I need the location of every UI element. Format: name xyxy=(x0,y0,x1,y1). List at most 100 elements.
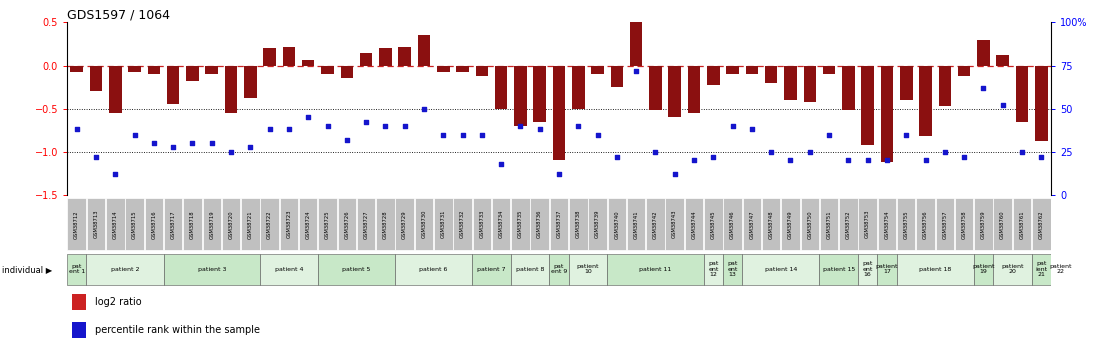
Bar xyxy=(784,66,797,100)
Bar xyxy=(1051,254,1070,285)
Text: GSM38725: GSM38725 xyxy=(325,210,330,238)
Text: GSM38726: GSM38726 xyxy=(344,210,349,238)
Point xyxy=(608,154,626,160)
Point xyxy=(106,171,124,177)
Text: GSM38742: GSM38742 xyxy=(653,210,659,238)
Text: patient 5: patient 5 xyxy=(342,267,371,272)
Point xyxy=(800,149,818,155)
Bar xyxy=(472,254,511,285)
Bar xyxy=(742,254,819,285)
Text: GSM38755: GSM38755 xyxy=(903,210,909,238)
Text: GSM38729: GSM38729 xyxy=(402,210,407,238)
Point xyxy=(454,132,472,137)
Bar xyxy=(669,66,681,117)
Text: GSM38730: GSM38730 xyxy=(421,210,426,238)
Text: log2 ratio: log2 ratio xyxy=(95,297,141,307)
Text: patient
17: patient 17 xyxy=(875,264,898,274)
Bar xyxy=(110,66,122,113)
Text: GSM38713: GSM38713 xyxy=(94,210,98,238)
Bar xyxy=(473,198,491,250)
Text: pat
ent 1: pat ent 1 xyxy=(68,264,85,274)
Bar xyxy=(742,198,761,250)
Bar xyxy=(129,66,141,72)
Text: GSM38749: GSM38749 xyxy=(788,210,793,238)
Text: pat
ent
13: pat ent 13 xyxy=(728,261,738,277)
Point xyxy=(550,171,568,177)
Bar xyxy=(861,66,874,145)
Text: GSM38735: GSM38735 xyxy=(518,210,523,238)
Bar xyxy=(280,198,299,250)
Point xyxy=(280,127,297,132)
Point xyxy=(87,154,105,160)
Point xyxy=(338,137,356,142)
Bar xyxy=(1013,198,1031,250)
Bar xyxy=(183,198,201,250)
Bar xyxy=(842,66,854,110)
Bar xyxy=(591,66,604,74)
Point xyxy=(781,158,799,163)
Point xyxy=(955,154,973,160)
Bar xyxy=(572,66,585,109)
Bar xyxy=(878,198,897,250)
Point xyxy=(685,158,703,163)
Text: GSM38714: GSM38714 xyxy=(113,210,117,238)
Text: GSM38724: GSM38724 xyxy=(305,210,311,238)
Bar xyxy=(360,52,372,66)
Point xyxy=(511,123,529,129)
Bar xyxy=(241,198,259,250)
Bar xyxy=(163,254,260,285)
Text: patient 6: patient 6 xyxy=(419,267,448,272)
Bar xyxy=(897,198,916,250)
Bar xyxy=(550,198,568,250)
Bar xyxy=(936,198,954,250)
Text: patient
10: patient 10 xyxy=(577,264,599,274)
Point xyxy=(145,140,163,146)
Bar xyxy=(434,198,453,250)
Text: GDS1597 / 1064: GDS1597 / 1064 xyxy=(67,8,170,21)
Bar xyxy=(781,198,799,250)
Bar xyxy=(244,66,257,98)
Bar xyxy=(396,198,414,250)
Point xyxy=(569,123,587,129)
Bar xyxy=(723,254,742,285)
Bar xyxy=(881,66,893,162)
Point xyxy=(1013,149,1031,155)
Text: GSM38744: GSM38744 xyxy=(692,210,697,238)
Point xyxy=(164,144,182,149)
Bar xyxy=(260,198,278,250)
Bar xyxy=(475,66,489,76)
Bar xyxy=(804,66,816,102)
Bar xyxy=(685,198,703,250)
Bar xyxy=(1016,66,1029,121)
Point xyxy=(222,149,240,155)
Bar xyxy=(859,198,877,250)
Text: GSM38732: GSM38732 xyxy=(459,210,465,238)
Point xyxy=(878,158,896,163)
Text: GSM38745: GSM38745 xyxy=(711,210,716,238)
Bar xyxy=(511,254,549,285)
Point xyxy=(994,102,1012,108)
Text: patient 11: patient 11 xyxy=(639,267,672,272)
Text: GSM38731: GSM38731 xyxy=(440,210,446,238)
Bar xyxy=(148,66,160,74)
Text: GSM38723: GSM38723 xyxy=(286,210,292,238)
Text: GSM38758: GSM38758 xyxy=(961,210,967,238)
Bar xyxy=(221,198,240,250)
Point xyxy=(898,132,916,137)
Bar xyxy=(703,254,723,285)
Bar xyxy=(607,198,626,250)
Bar xyxy=(202,198,221,250)
Bar xyxy=(955,198,974,250)
Bar xyxy=(87,198,105,250)
Text: GSM38716: GSM38716 xyxy=(151,210,157,238)
Point xyxy=(357,120,375,125)
Bar xyxy=(357,198,376,250)
Point xyxy=(704,154,722,160)
Text: GSM38756: GSM38756 xyxy=(923,210,928,238)
Text: GSM38718: GSM38718 xyxy=(190,210,195,238)
Text: patient 2: patient 2 xyxy=(111,267,140,272)
Text: GSM38712: GSM38712 xyxy=(74,210,79,238)
Text: GSM38748: GSM38748 xyxy=(769,210,774,238)
Point xyxy=(434,132,452,137)
Bar xyxy=(302,59,314,66)
